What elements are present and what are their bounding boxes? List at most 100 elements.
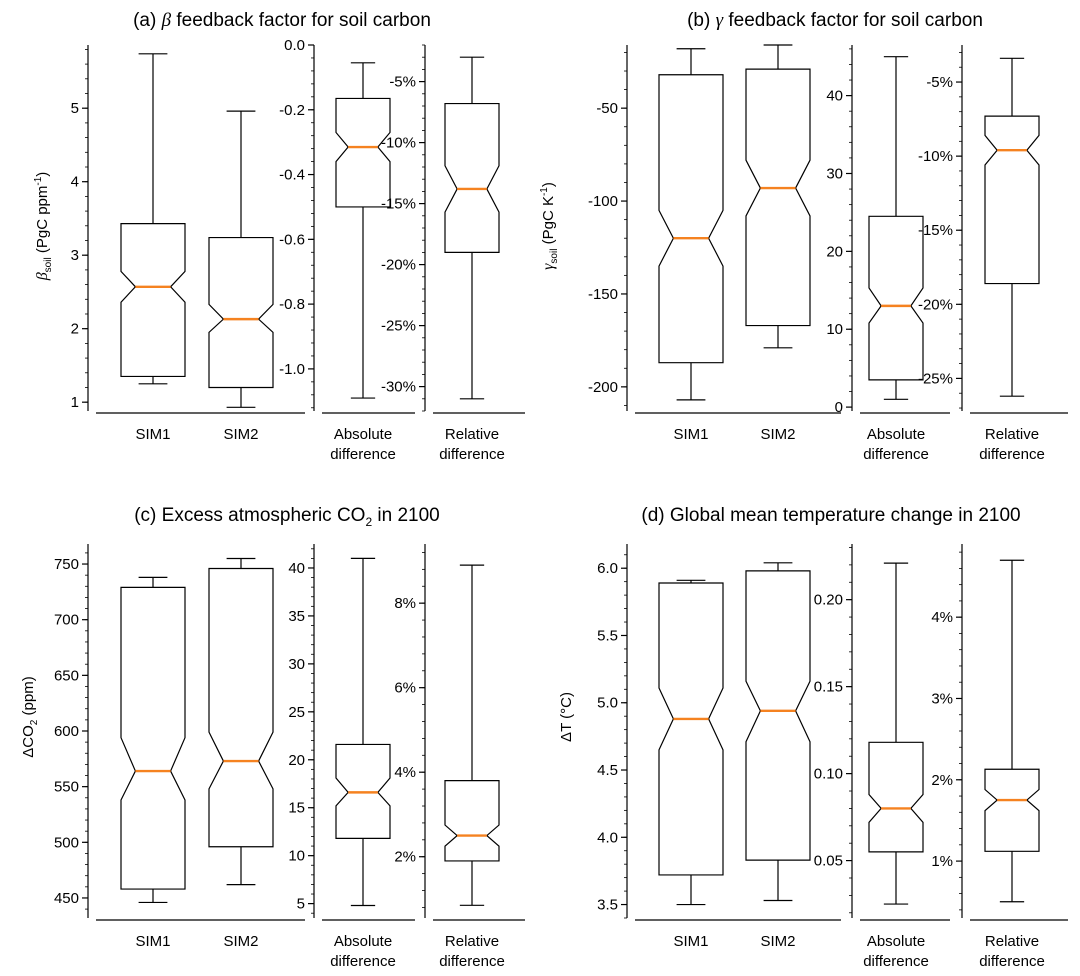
box-1	[120, 586, 186, 890]
y-tick-label: 2	[71, 321, 79, 338]
x-category-label: Relative	[445, 933, 499, 950]
y-tick-label: 4	[71, 174, 79, 191]
x-category-label: difference	[979, 953, 1045, 970]
y-tick-label: -15%	[918, 222, 953, 239]
axes-c-rel: 2% 4% 6% 8% Relative difference	[394, 544, 525, 970]
y-tick-label: 20	[288, 752, 305, 769]
y-tick-label: 4.5	[597, 762, 618, 779]
y-tick-label: 1%	[931, 853, 953, 870]
x-category-label: SIM2	[760, 933, 795, 950]
y-tick-label: 40	[288, 560, 305, 577]
axes-d-rel: 1% 2% 3% 4% Relative difference	[931, 544, 1068, 970]
y-tick-label: 750	[54, 556, 79, 573]
y-tick-label: 30	[826, 165, 843, 182]
x-category-label: difference	[439, 446, 505, 463]
x-category-label: SIM2	[223, 933, 258, 950]
panel-d-title: (d) Global mean temperature change in 21…	[641, 505, 1020, 526]
panel-c-title: (c) Excess atmospheric CO2 in 2100	[134, 505, 440, 529]
y-tick-label: -10%	[918, 148, 953, 165]
y-tick-label: 5	[297, 896, 305, 913]
box-1	[444, 780, 500, 862]
x-category-label: SIM1	[673, 426, 708, 443]
x-category-label: Absolute	[867, 426, 925, 443]
panel-c-ylabel: ΔCO2 (ppm)	[20, 676, 40, 757]
x-category-label: Relative	[985, 933, 1039, 950]
box-1	[335, 743, 391, 840]
y-tick-label: -0.2	[279, 102, 305, 119]
y-tick-label: 0.20	[814, 592, 843, 609]
panel-a-ylabel: βsoil (PgC ppm-1)	[33, 172, 54, 282]
y-tick-label: 10	[288, 848, 305, 865]
box-1	[120, 222, 186, 378]
x-category-label: Absolute	[334, 426, 392, 443]
y-tick-label: 2%	[394, 849, 416, 866]
x-category-label: SIM1	[673, 933, 708, 950]
y-tick-label: -5%	[389, 74, 416, 91]
y-tick-label: 4.0	[597, 829, 618, 846]
box-2	[208, 236, 274, 389]
y-tick-label: -100	[588, 193, 618, 210]
panel-a-title: (a) β feedback factor for soil carbon	[133, 10, 431, 31]
axes-a-main: 1 2 3 4 5 SIM1 SIM2	[71, 45, 305, 443]
y-tick-label: -200	[588, 379, 618, 396]
y-tick-label: 30	[288, 656, 305, 673]
y-tick-label: 25	[288, 704, 305, 721]
box-2	[745, 570, 811, 861]
axes-d-main: 3.5 4.0 4.5 5.0 5.5 6.0 SIM1 SIM2	[597, 544, 841, 950]
y-tick-label: -50	[596, 100, 618, 117]
y-tick-label: 700	[54, 612, 79, 629]
y-tick-label: -0.4	[279, 167, 305, 184]
y-tick-label: 5	[71, 100, 79, 117]
y-tick-label: -5%	[926, 74, 953, 91]
y-tick-label: 15	[288, 800, 305, 817]
axes-a-rel: -5% -10% -15% -20% -25% -30% Relative differenc…	[381, 44, 525, 463]
box-1	[984, 115, 1040, 285]
y-tick-label: 600	[54, 723, 79, 740]
x-category-label: SIM2	[760, 426, 795, 443]
y-tick-label: 4%	[931, 609, 953, 626]
x-category-label: SIM2	[223, 426, 258, 443]
axes-c-abs: 5 10 15 20 25 30 35 40 Absolute difference	[288, 544, 415, 970]
y-tick-label: 1	[71, 394, 79, 411]
y-tick-label: 5.5	[597, 627, 618, 644]
axes-a-abs: 0.0 -0.2 -0.4 -0.6 -0.8 -1.0 Absolute differenc…	[279, 37, 415, 463]
box-1	[658, 582, 724, 876]
y-tick-label: 3	[71, 247, 79, 264]
x-category-label: difference	[863, 446, 929, 463]
x-category-label: difference	[863, 953, 929, 970]
axes-b-main: -50 -100 -150 -200 SIM1 SIM2	[588, 44, 841, 443]
box-1	[658, 74, 724, 364]
y-tick-label: 0.0	[284, 37, 305, 54]
y-tick-label: -20%	[381, 257, 416, 274]
axes-c-main: 450 500 550 600 650 700 750 SIM1 SIM2	[54, 544, 305, 950]
plot-area: 1 2 3 4 5 SIM1 SIM2 0.0 -0.2 -0.4 -0.6 -0.8 -1.0 Abso…	[54, 37, 1068, 970]
panel-b-title: (b) γ feedback factor for soil carbon	[687, 10, 983, 31]
x-category-label: Relative	[985, 426, 1039, 443]
x-category-label: difference	[439, 953, 505, 970]
box-1	[868, 215, 924, 381]
y-tick-label: -20%	[918, 296, 953, 313]
box-1	[444, 102, 500, 253]
x-category-label: difference	[330, 446, 396, 463]
y-tick-label: 35	[288, 608, 305, 625]
y-tick-label: 450	[54, 890, 79, 907]
y-tick-label: 6.0	[597, 560, 618, 577]
box-1	[868, 741, 924, 853]
x-category-label: Absolute	[867, 933, 925, 950]
x-category-label: Relative	[445, 426, 499, 443]
y-tick-label: 550	[54, 779, 79, 796]
y-tick-label: -0.8	[279, 296, 305, 313]
y-tick-label: 20	[826, 243, 843, 260]
box-1	[335, 97, 391, 208]
y-tick-label: 650	[54, 667, 79, 684]
y-tick-label: 4%	[394, 764, 416, 781]
x-category-label: difference	[330, 953, 396, 970]
y-tick-label: 0.05	[814, 853, 843, 870]
y-tick-label: -25%	[381, 318, 416, 335]
axes-d-abs: 0.05 0.10 0.15 0.20 Absolute difference	[814, 544, 950, 970]
x-category-label: SIM1	[135, 933, 170, 950]
y-tick-label: 0.15	[814, 679, 843, 696]
x-category-label: SIM1	[135, 426, 170, 443]
y-tick-label: 40	[826, 88, 843, 105]
